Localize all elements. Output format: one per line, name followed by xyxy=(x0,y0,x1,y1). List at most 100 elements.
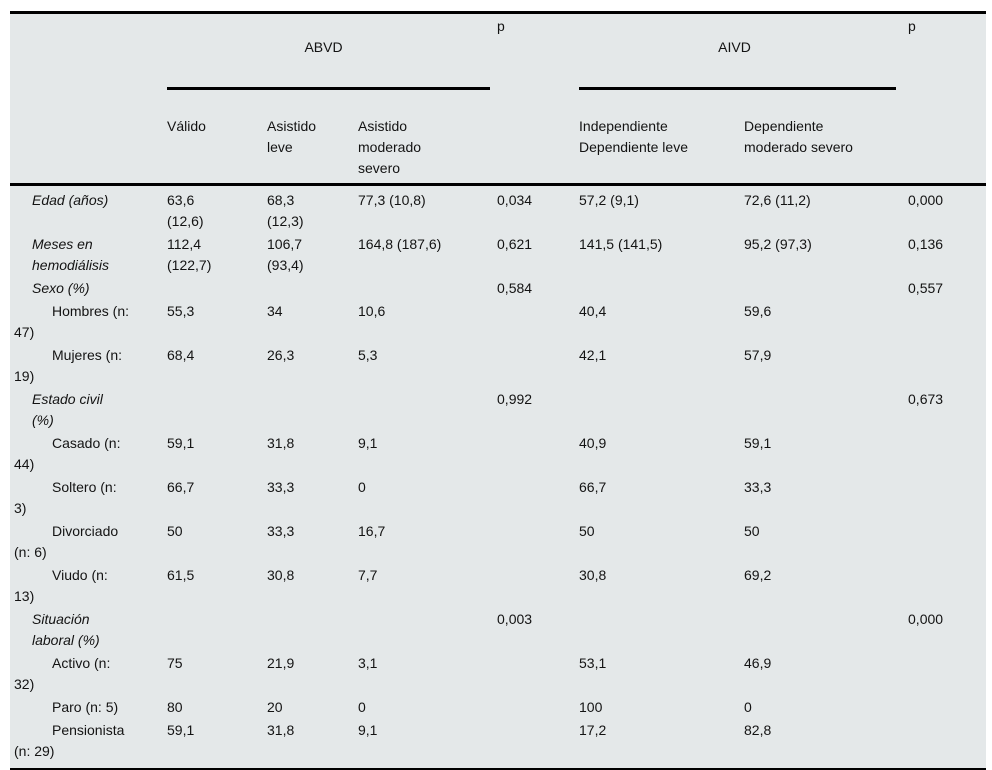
valido-cell: 50 xyxy=(167,523,183,539)
abvd-aivd-table: ABVD p AIVD p Válido Asistido leve Asist… xyxy=(10,14,987,769)
p-value-cell xyxy=(908,476,986,520)
p-value-cell xyxy=(497,564,579,608)
group-header-abvd: ABVD xyxy=(167,14,497,111)
table-row: Pensionista (n: 29) 59,1 31,8 9,1 17,2 82,8 xyxy=(10,719,986,768)
valido-cell: 75 xyxy=(167,655,183,671)
row-label-cell: Casado (n: 44) xyxy=(10,432,167,476)
p-value-cell xyxy=(908,652,986,696)
valido-cell: 61,5 xyxy=(167,567,195,583)
row-label-cell: Viudo (n: 13) xyxy=(10,564,167,608)
group-header-aivd: AIVD xyxy=(579,14,908,111)
asistido-leve-cell xyxy=(267,277,358,300)
p-value-cell xyxy=(497,696,579,719)
dependiente-cell: 72,6 (11,2) xyxy=(744,192,811,208)
dependiente-cell: 59,1 xyxy=(744,435,772,451)
row-label: Divorciado (n: 6) xyxy=(14,523,119,560)
valido-cell: 63,6 (12,6) xyxy=(167,192,204,229)
statistics-table-panel: ABVD p AIVD p Válido Asistido leve Asist… xyxy=(10,11,987,770)
p-column-header-left: p xyxy=(497,14,580,186)
p-value-cell xyxy=(497,652,579,696)
row-label: Hombres (n: 47) xyxy=(14,303,130,340)
row-label: Estado civil (%) xyxy=(32,391,103,428)
p-value-cell xyxy=(908,432,986,476)
asistido-leve-cell: 106,7 (93,4) xyxy=(267,236,304,273)
asistido-moderado-severo-cell: 9,1 xyxy=(358,722,378,738)
row-label-cell: Meses en hemodiálisis xyxy=(10,233,167,277)
p-value-cell xyxy=(908,300,986,344)
p-value-cell xyxy=(497,520,579,564)
asistido-moderado-severo-cell: 9,1 xyxy=(358,435,378,451)
row-label-cell: Activo (n: 32) xyxy=(10,652,167,696)
table-row: Divorciado (n: 6) 50 33,3 16,7 50 50 xyxy=(10,520,986,564)
column-header-asistido-moderado-severo: Asistido moderado severo xyxy=(358,111,498,186)
p-value-cell xyxy=(497,300,579,344)
valido-cell: 66,7 xyxy=(167,479,195,495)
row-label: Sexo (%) xyxy=(32,280,90,296)
asistido-leve-cell xyxy=(267,608,358,652)
p-value-cell: 0,136 xyxy=(908,236,944,252)
row-label-cell: Sexo (%) xyxy=(10,277,167,300)
asistido-moderado-severo-cell: 0 xyxy=(358,479,366,495)
table-body: Edad (años) 63,6 (12,6) 68,3 (12,3) 77,3 (1… xyxy=(10,185,986,769)
row-label-cell: Mujeres (n: 19) xyxy=(10,344,167,388)
row-label-cell: Hombres (n: 47) xyxy=(10,300,167,344)
aivd-underline xyxy=(579,87,897,90)
row-label: Situación laboral (%) xyxy=(32,611,100,648)
group-header-row: ABVD p AIVD p xyxy=(10,14,987,186)
valido-cell: 59,1 xyxy=(167,722,195,738)
p-value-cell: 0,034 xyxy=(497,192,533,208)
row-label-cell: Pensionista (n: 29) xyxy=(10,719,167,768)
p-value-cell: 0,673 xyxy=(908,391,944,407)
asistido-leve-cell: 33,3 xyxy=(267,523,295,539)
p-value-cell: 0,000 xyxy=(908,611,944,627)
table-row: Situación laboral (%) 0,003 0,000 xyxy=(10,608,986,652)
row-label-cell: Estado civil (%) xyxy=(10,388,167,432)
dependiente-cell: 0 xyxy=(744,699,752,715)
table-row: Sexo (%) 0,584 0,557 xyxy=(10,277,986,300)
dependiente-cell xyxy=(744,388,908,432)
independiente-cell: 42,1 xyxy=(579,347,607,363)
valido-cell xyxy=(167,388,267,432)
valido-cell xyxy=(167,608,267,652)
row-label-cell: Divorciado (n: 6) xyxy=(10,520,167,564)
independiente-cell xyxy=(579,608,744,652)
independiente-cell: 57,2 (9,1) xyxy=(579,192,639,208)
dependiente-cell: 95,2 (97,3) xyxy=(744,236,812,252)
valido-cell: 68,4 xyxy=(167,347,195,363)
row-label: Viudo (n: 13) xyxy=(14,567,108,604)
p-value-cell xyxy=(908,344,986,388)
asistido-moderado-severo-cell: 5,3 xyxy=(358,347,378,363)
table-row: Casado (n: 44) 59,1 31,8 9,1 40,9 59,1 xyxy=(10,432,986,476)
p-value-cell xyxy=(908,696,986,719)
aivd-label: AIVD xyxy=(718,39,751,55)
table-row: Viudo (n: 13) 61,5 30,8 7,7 30,8 69,2 xyxy=(10,564,986,608)
asistido-moderado-severo-cell xyxy=(358,608,497,652)
table-row: Estado civil (%) 0,992 0,673 xyxy=(10,388,986,432)
row-label: Paro (n: 5) xyxy=(52,699,119,715)
asistido-leve-cell xyxy=(267,388,358,432)
column-header-row: Válido Asistido leve Asistido moderado s… xyxy=(10,111,986,186)
asistido-moderado-severo-cell: 164,8 (187,6) xyxy=(358,236,442,252)
column-header-dependiente-moderado-severo: Dependiente moderado severo xyxy=(744,111,909,186)
row-label-cell: Edad (años) xyxy=(10,185,167,234)
asistido-leve-cell: 33,3 xyxy=(267,479,295,495)
table-row: Hombres (n: 47) 55,3 34 10,6 40,4 59,6 xyxy=(10,300,986,344)
asistido-moderado-severo-cell: 77,3 (10,8) xyxy=(358,192,426,208)
independiente-cell: 40,9 xyxy=(579,435,607,451)
independiente-cell xyxy=(579,388,744,432)
p-value-cell: 0,000 xyxy=(908,192,944,208)
independiente-cell: 141,5 (141,5) xyxy=(579,236,663,252)
independiente-cell: 50 xyxy=(579,523,595,539)
row-label: Soltero (n: 3) xyxy=(14,479,117,516)
asistido-leve-cell: 68,3 (12,3) xyxy=(267,192,304,229)
abvd-underline xyxy=(167,87,491,90)
row-label-cell: Paro (n: 5) xyxy=(10,696,167,719)
asistido-leve-cell: 21,9 xyxy=(267,655,295,671)
asistido-leve-cell: 34 xyxy=(267,303,283,319)
p-value-cell xyxy=(497,344,579,388)
row-label: Activo (n: 32) xyxy=(14,655,111,692)
table-row: Edad (años) 63,6 (12,6) 68,3 (12,3) 77,3 (1… xyxy=(10,185,986,234)
dependiente-cell: 82,8 xyxy=(744,722,772,738)
asistido-leve-cell: 20 xyxy=(267,699,283,715)
dependiente-cell: 59,6 xyxy=(744,303,772,319)
